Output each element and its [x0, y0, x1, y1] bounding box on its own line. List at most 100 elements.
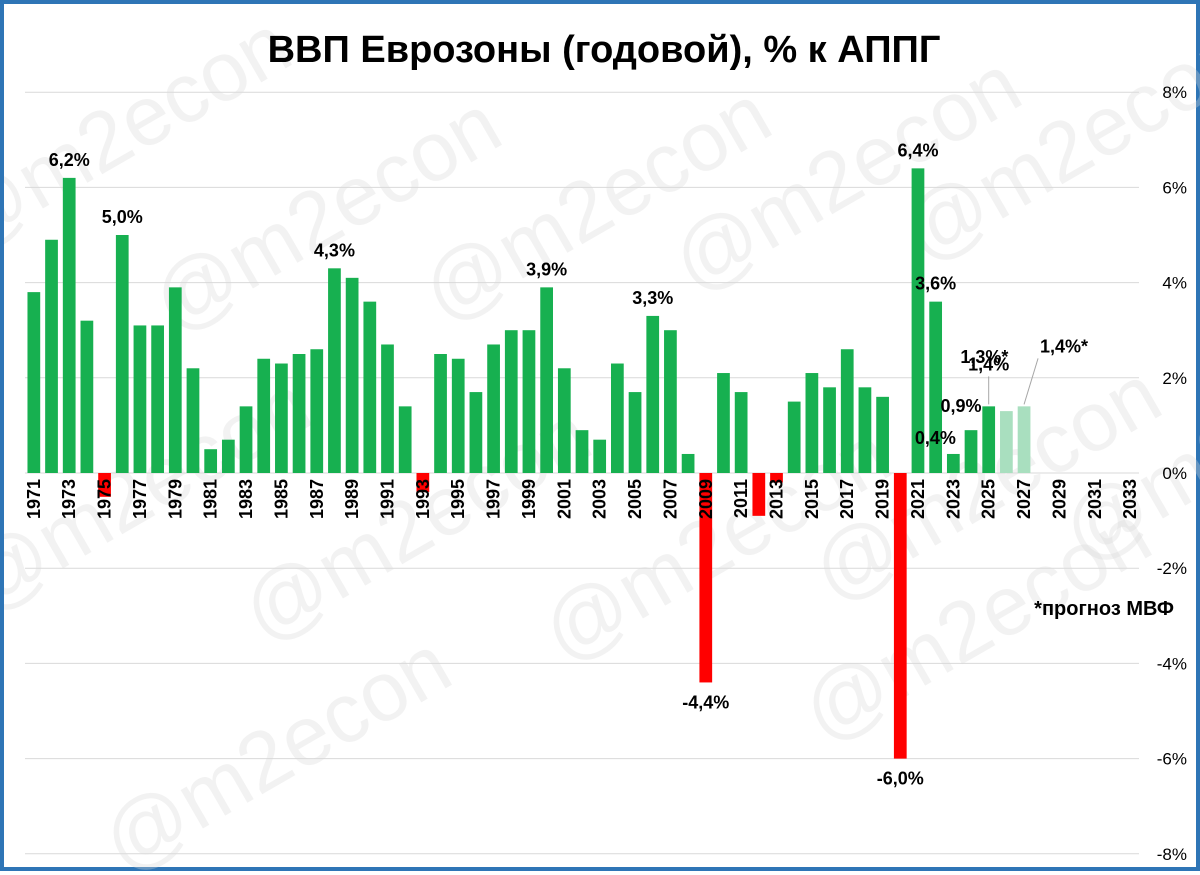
data-label-2009: -4,4% [682, 692, 729, 712]
chart-title: ВВП Еврозоны (годовой), % к АППГ [268, 29, 941, 71]
bar-1990 [363, 301, 377, 473]
bar-2011 [734, 392, 748, 473]
x-tick-label: 1985 [271, 479, 291, 519]
x-tick-label: 2011 [731, 479, 751, 518]
y-tick-label: 4% [1162, 274, 1187, 293]
bar-1996 [469, 392, 483, 473]
bar-1998 [504, 330, 518, 473]
bar-1988 [328, 268, 341, 473]
data-label-1973: 6,2% [49, 150, 90, 170]
data-label-2021: 6,4% [897, 140, 938, 160]
x-tick-label: 2029 [1049, 479, 1069, 519]
bar-2006 [646, 315, 660, 473]
bar-2024 [964, 430, 978, 473]
bar-2026 [1000, 411, 1013, 473]
x-tick-label: 2001 [554, 479, 574, 519]
x-tick-label: 1971 [24, 479, 44, 519]
bar-1974 [80, 320, 94, 473]
bar-1993 [416, 473, 430, 493]
x-tick-label: 2033 [1120, 479, 1140, 519]
bar-2013 [770, 473, 783, 483]
y-tick-label: 8% [1162, 83, 1187, 102]
x-tick-label: 2003 [590, 479, 610, 519]
x-tick-label: 2007 [660, 479, 680, 519]
bar-2016 [823, 387, 836, 473]
bar-1977 [133, 325, 147, 473]
bar-1989 [345, 277, 359, 473]
x-tick-label: 1973 [59, 479, 79, 519]
data-label-2023: 0,4% [915, 428, 956, 448]
bar-2017 [840, 349, 854, 473]
x-tick-label: 2005 [625, 479, 645, 519]
bar-2015 [805, 373, 819, 473]
bars [27, 168, 1031, 759]
bar-1978 [151, 325, 164, 473]
x-tick-label: 2017 [837, 479, 857, 519]
bar-2027 [1017, 406, 1031, 473]
x-tick-label: 2019 [873, 479, 893, 519]
bar-2012 [752, 473, 766, 516]
bar-2019 [876, 396, 889, 473]
x-tick-label: 1993 [413, 479, 433, 519]
bar-2009 [699, 473, 713, 683]
x-tick-label: 2027 [1014, 479, 1034, 519]
bar-1999 [522, 330, 536, 473]
bar-1972 [45, 239, 58, 473]
forecast-note: *прогноз МВФ [1034, 598, 1174, 620]
bar-1973 [62, 177, 76, 473]
leader-lines [988, 358, 1039, 405]
x-tick-label: 1997 [484, 479, 504, 519]
bar-2020 [893, 473, 907, 759]
data-label-2025: 1,4% [968, 354, 1009, 374]
bar-1995 [451, 358, 465, 473]
data-label-2027: 1,4%* [1040, 336, 1088, 356]
x-tick-label: 2025 [979, 479, 999, 519]
bar-2025 [982, 406, 996, 473]
x-tick-label: 1995 [448, 479, 468, 519]
bar-2000 [540, 287, 554, 473]
x-tick-label: 1983 [236, 479, 256, 519]
x-tick-label: 2021 [908, 479, 928, 519]
bar-1971 [27, 292, 41, 473]
data-label-2022: 3,6% [915, 274, 956, 294]
bar-1975 [98, 473, 111, 497]
bar-2001 [557, 368, 571, 473]
bar-1980 [186, 368, 200, 473]
bar-2014 [787, 401, 801, 473]
bar-2010 [717, 373, 730, 473]
bar-1979 [168, 287, 182, 473]
data-label-1988: 4,3% [314, 240, 355, 260]
x-tick-label: 1981 [201, 479, 221, 519]
bar-1983 [239, 406, 253, 473]
bar-2008 [681, 453, 695, 473]
data-label-1976: 5,0% [102, 207, 143, 227]
gdp-chart: @m2econ@m2econ@m2econ@m2econ@m2econ@m2ec… [4, 4, 1200, 875]
x-tick-label: 2009 [696, 479, 716, 519]
x-tick-label: 2015 [802, 479, 822, 519]
x-tick-label: 1987 [307, 479, 327, 519]
y-tick-label: -2% [1157, 559, 1187, 578]
bar-1997 [487, 344, 500, 473]
bar-2023 [946, 453, 960, 473]
x-tick-label: 1991 [377, 479, 397, 519]
data-label-2006: 3,3% [632, 288, 673, 308]
y-tick-label: 6% [1162, 178, 1187, 197]
bar-2021 [911, 168, 925, 474]
bar-1986 [292, 354, 306, 473]
bar-1991 [381, 344, 394, 473]
x-axis-ticks: 1971 1973 1975 1977 1979 1981 1983 1985 1987 1989… [24, 479, 1140, 519]
bar-2005 [628, 392, 642, 473]
x-tick-label: 2023 [943, 479, 963, 519]
data-label-2020: -6,0% [877, 769, 924, 789]
bar-1992 [398, 406, 412, 473]
y-tick-label: -6% [1157, 750, 1187, 769]
x-tick-label: 1989 [342, 479, 362, 519]
bar-2018 [858, 387, 872, 473]
bar-1976 [115, 235, 129, 473]
x-tick-label: 1979 [165, 479, 185, 519]
y-axis-ticks: 8% 6% 4% 2% 0% -2% -4% -6% -8% [1157, 83, 1187, 864]
x-tick-label: 2013 [767, 479, 787, 519]
bar-2002 [575, 430, 589, 473]
x-tick-label: 1975 [95, 479, 115, 519]
